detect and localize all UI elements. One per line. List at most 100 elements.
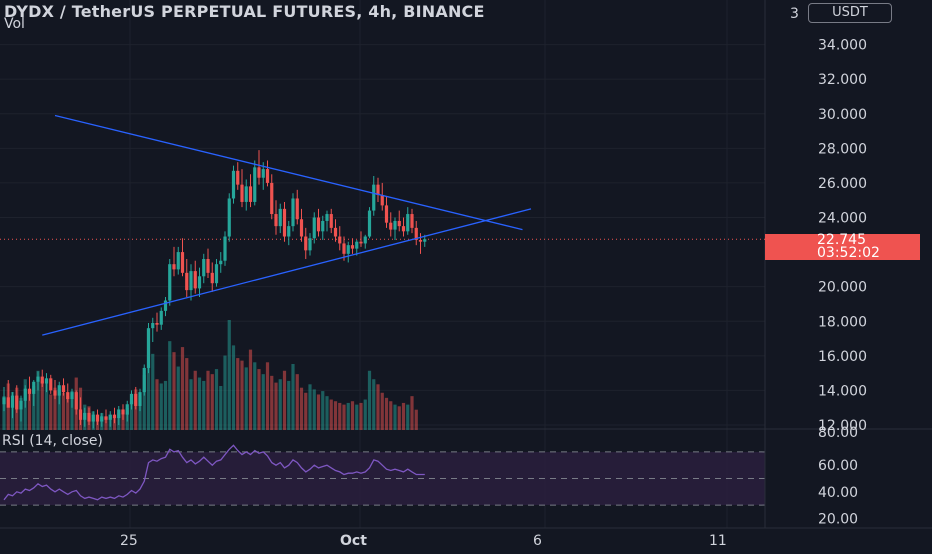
volume-bar: [185, 358, 189, 430]
candle-body: [244, 186, 248, 202]
candle-body: [32, 381, 36, 394]
candle-body: [414, 227, 418, 240]
candle-body: [15, 395, 19, 410]
volume-bar: [223, 355, 227, 430]
candle-body: [74, 392, 78, 410]
candle-body: [346, 245, 350, 254]
volume-bar: [287, 380, 291, 430]
candle-body: [393, 220, 397, 230]
volume-bar: [253, 362, 257, 430]
candle-body: [329, 214, 333, 228]
volume-bar: [151, 353, 155, 430]
candle-body: [151, 322, 155, 329]
candle-body: [231, 170, 236, 199]
volume-bar: [61, 392, 66, 430]
volume-bar: [2, 396, 6, 430]
volume-bar: [40, 380, 44, 430]
volume-bar: [244, 367, 248, 430]
volume-bar: [172, 352, 176, 430]
volume-bar: [32, 386, 36, 430]
volume-bar: [406, 404, 410, 430]
candle-body: [359, 241, 363, 244]
candle-body: [363, 236, 367, 244]
candle-body: [312, 217, 316, 239]
volume-bar: [257, 369, 261, 430]
candle-body: [372, 184, 376, 211]
trendline-lower: [42, 208, 532, 336]
volume-bar: [389, 401, 393, 430]
candle-body: [2, 397, 6, 405]
candle-body: [53, 390, 57, 396]
candle-body: [214, 264, 219, 284]
rsi-indicator-label: RSI (14, close): [2, 433, 103, 449]
candle-body: [146, 328, 151, 368]
volume-bar: [227, 320, 231, 430]
volume-bar: [57, 389, 61, 430]
price-tick-label: 24.000: [818, 211, 867, 227]
candle-body: [240, 184, 244, 202]
volume-bar: [410, 396, 414, 430]
candle-body: [134, 393, 138, 406]
volume-bar: [129, 401, 134, 430]
volume-bar: [367, 370, 372, 430]
candle-body: [155, 322, 159, 325]
candle-body: [112, 414, 117, 419]
last-price-tag: 22.745 03:52:02: [765, 233, 920, 260]
volume-bar: [197, 377, 202, 430]
volume-bar: [282, 370, 287, 430]
candle-body: [257, 167, 261, 178]
volume-bar: [240, 360, 244, 430]
candle-body: [350, 245, 355, 249]
rsi-tick-label: 20.00: [818, 511, 858, 527]
candle-body: [87, 412, 91, 422]
volume-bar: [189, 379, 193, 430]
candle-body: [236, 170, 240, 185]
candle-body: [6, 397, 10, 408]
volume-bar: [112, 417, 117, 430]
candle-body: [410, 214, 414, 228]
price-tick-label: 30.000: [818, 107, 867, 123]
candle-body: [108, 414, 112, 420]
volume-bar: [159, 383, 163, 430]
volume-bar: [236, 358, 240, 430]
volume-bar: [176, 366, 180, 430]
candle-body: [44, 378, 49, 384]
volume-bar: [163, 380, 168, 430]
candle-body: [70, 392, 74, 400]
time-tick-label: 11: [709, 533, 727, 549]
candle-body: [138, 392, 142, 406]
candle-body: [125, 404, 129, 415]
volume-bar: [27, 389, 32, 430]
volume-bar: [261, 374, 265, 430]
candle-body: [308, 238, 312, 251]
price-tick-label: 16.000: [818, 349, 867, 365]
candle-body: [202, 259, 206, 277]
candle-body: [265, 169, 270, 183]
candle-body: [197, 276, 202, 289]
rsi-line: [3, 444, 425, 501]
candle-body: [206, 259, 210, 273]
volume-bar: [338, 402, 342, 430]
volume-bar: [321, 391, 325, 430]
currency-selector-button[interactable]: USDT: [808, 3, 892, 23]
volume-bar: [36, 370, 40, 430]
volume-bar: [278, 379, 282, 430]
volume-bar: [329, 399, 333, 430]
volume-bar: [265, 362, 270, 430]
candle-body: [159, 310, 163, 325]
time-tick-label: Oct: [340, 533, 367, 549]
candle-body: [27, 388, 32, 394]
volume-bar: [316, 394, 321, 430]
volume-bar: [342, 404, 346, 430]
candle-body: [121, 409, 125, 415]
volume-bar: [193, 370, 197, 430]
candle-body: [274, 214, 278, 227]
candle-body: [176, 252, 180, 270]
chart-title: DYDX / TetherUS PERPETUAL FUTURES, 4h, B…: [4, 2, 485, 21]
volume-bar: [355, 404, 359, 430]
volume-bar: [214, 369, 219, 430]
volume-bar: [380, 392, 384, 430]
candle-body: [397, 220, 401, 227]
